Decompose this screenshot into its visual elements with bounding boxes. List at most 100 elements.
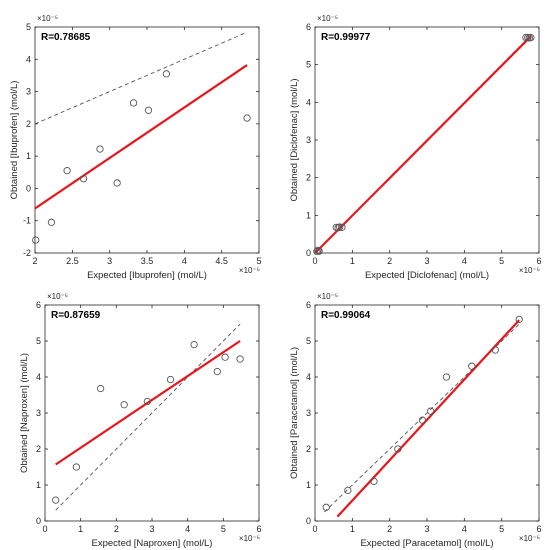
x-tick-label: 1 (350, 524, 355, 534)
data-point (491, 346, 499, 354)
y-exponent-label: ×10⁻⁵ (47, 292, 68, 301)
data-point (322, 503, 330, 511)
x-axis-label: Expected [Diclofenac] (mol/L) (365, 270, 489, 281)
data-point (394, 445, 402, 453)
y-tick-label: -1 (23, 216, 31, 226)
x-tick-label: 2 (32, 256, 37, 266)
y-tick-label: 6 (306, 300, 311, 310)
x-tick-label: 3 (424, 256, 429, 266)
data-point (221, 353, 229, 361)
data-point (32, 236, 40, 244)
x-tick-label: 5 (256, 256, 261, 266)
x-tick-label: 4 (185, 524, 190, 534)
x-tick-label: 3.5 (141, 256, 154, 266)
data-point (418, 416, 427, 424)
y-tick-label: 0 (26, 183, 31, 193)
data-point (334, 224, 342, 232)
x-tick-label: 5 (499, 524, 504, 534)
y-tick-label: 6 (36, 300, 41, 310)
x-tick-label: 4.5 (215, 256, 228, 266)
y-tick-label: 0 (306, 516, 311, 526)
x-tick-label: 5 (499, 256, 504, 266)
y-tick-label: 1 (36, 480, 41, 490)
ideal-line (55, 323, 241, 511)
x-tick-label: 6 (536, 256, 541, 266)
plot-area (34, 26, 260, 254)
fit-line (35, 64, 248, 210)
data-point (315, 247, 323, 255)
x-tick-label: 0 (42, 524, 47, 534)
x-exponent-label: ×10⁻⁵ (239, 534, 260, 543)
data-point (236, 355, 244, 363)
y-axis-label: Obtained [Diclofenac] (mol/L) (289, 78, 300, 201)
data-point (344, 486, 352, 495)
x-tick-label: 0 (312, 524, 317, 534)
data-point (96, 384, 105, 393)
data-point (370, 477, 378, 486)
y-exponent-label: ×10⁻⁵ (317, 292, 338, 301)
y-tick-label: 0 (36, 516, 41, 526)
data-point (166, 375, 175, 384)
data-point (143, 397, 152, 406)
data-point (213, 367, 221, 376)
y-axis-label: Obtained [Ibuprofen] (mol/L) (9, 81, 20, 200)
data-point (515, 315, 523, 324)
x-exponent-label: ×10⁻⁵ (519, 534, 540, 543)
y-tick-label: 5 (306, 336, 311, 346)
y-tick-label: 2 (26, 119, 31, 129)
x-tick-label: 3 (107, 256, 112, 266)
y-tick-label: 0 (306, 248, 311, 258)
x-tick-label: 4 (462, 524, 467, 534)
data-point (427, 407, 435, 415)
y-tick-label: 5 (306, 60, 311, 70)
y-axis-label: Obtained [Naproxen] (mol/L) (19, 353, 30, 473)
x-tick-label: 6 (536, 524, 541, 534)
data-point (190, 340, 198, 349)
data-point (442, 373, 451, 381)
y-tick-label: 1 (26, 151, 31, 161)
x-tick-label: 2.5 (66, 256, 79, 266)
r-value-annotation: R=0.78685 (41, 32, 91, 43)
x-tick-label: 4 (182, 256, 187, 266)
data-point (79, 175, 88, 183)
x-tick-label: 6 (256, 524, 261, 534)
x-tick-label: 1 (350, 256, 355, 266)
y-tick-label: 2 (36, 444, 41, 454)
y-tick-label: 1 (306, 480, 311, 490)
data-point (52, 496, 60, 504)
x-tick-label: 3 (149, 524, 154, 534)
chart-panel-1: 2 2.5 3 3.5 4 4.5 5-2-1012345×10⁻⁵×10⁻⁵Expecte… (9, 14, 262, 281)
data-point (468, 362, 476, 370)
data-point (120, 401, 128, 409)
y-tick-label: 3 (306, 135, 311, 145)
data-point (522, 33, 530, 42)
fit-line (336, 319, 521, 518)
y-tick-label: 1 (306, 210, 311, 220)
data-point (72, 463, 81, 471)
y-exponent-label: ×10⁻⁵ (317, 14, 338, 23)
x-tick-label: 0 (312, 256, 317, 266)
y-tick-label: 2 (306, 444, 311, 454)
x-exponent-label: ×10⁻⁵ (239, 266, 260, 275)
x-axis-label: Expected [Naproxen] (mol/L) (92, 538, 213, 549)
data-point (338, 223, 346, 232)
data-point (314, 246, 322, 255)
x-axis-label: Expected [Ibuprofen] (mol/L) (87, 270, 207, 281)
y-tick-label: 4 (26, 54, 31, 64)
data-point (243, 114, 251, 122)
x-tick-label: 4 (462, 256, 467, 266)
y-tick-label: 3 (36, 408, 41, 418)
y-tick-label: 5 (26, 22, 31, 32)
data-point (63, 167, 71, 175)
x-axis-label: Expected [Paracetamol] (mol/L) (360, 538, 493, 549)
fit-line (315, 35, 532, 253)
y-exponent-label: ×10⁻⁵ (37, 14, 58, 23)
data-point (47, 218, 56, 226)
r-value-annotation: R=0.99064 (321, 310, 371, 321)
y-tick-label: 4 (306, 97, 311, 107)
y-tick-label: 3 (26, 87, 31, 97)
